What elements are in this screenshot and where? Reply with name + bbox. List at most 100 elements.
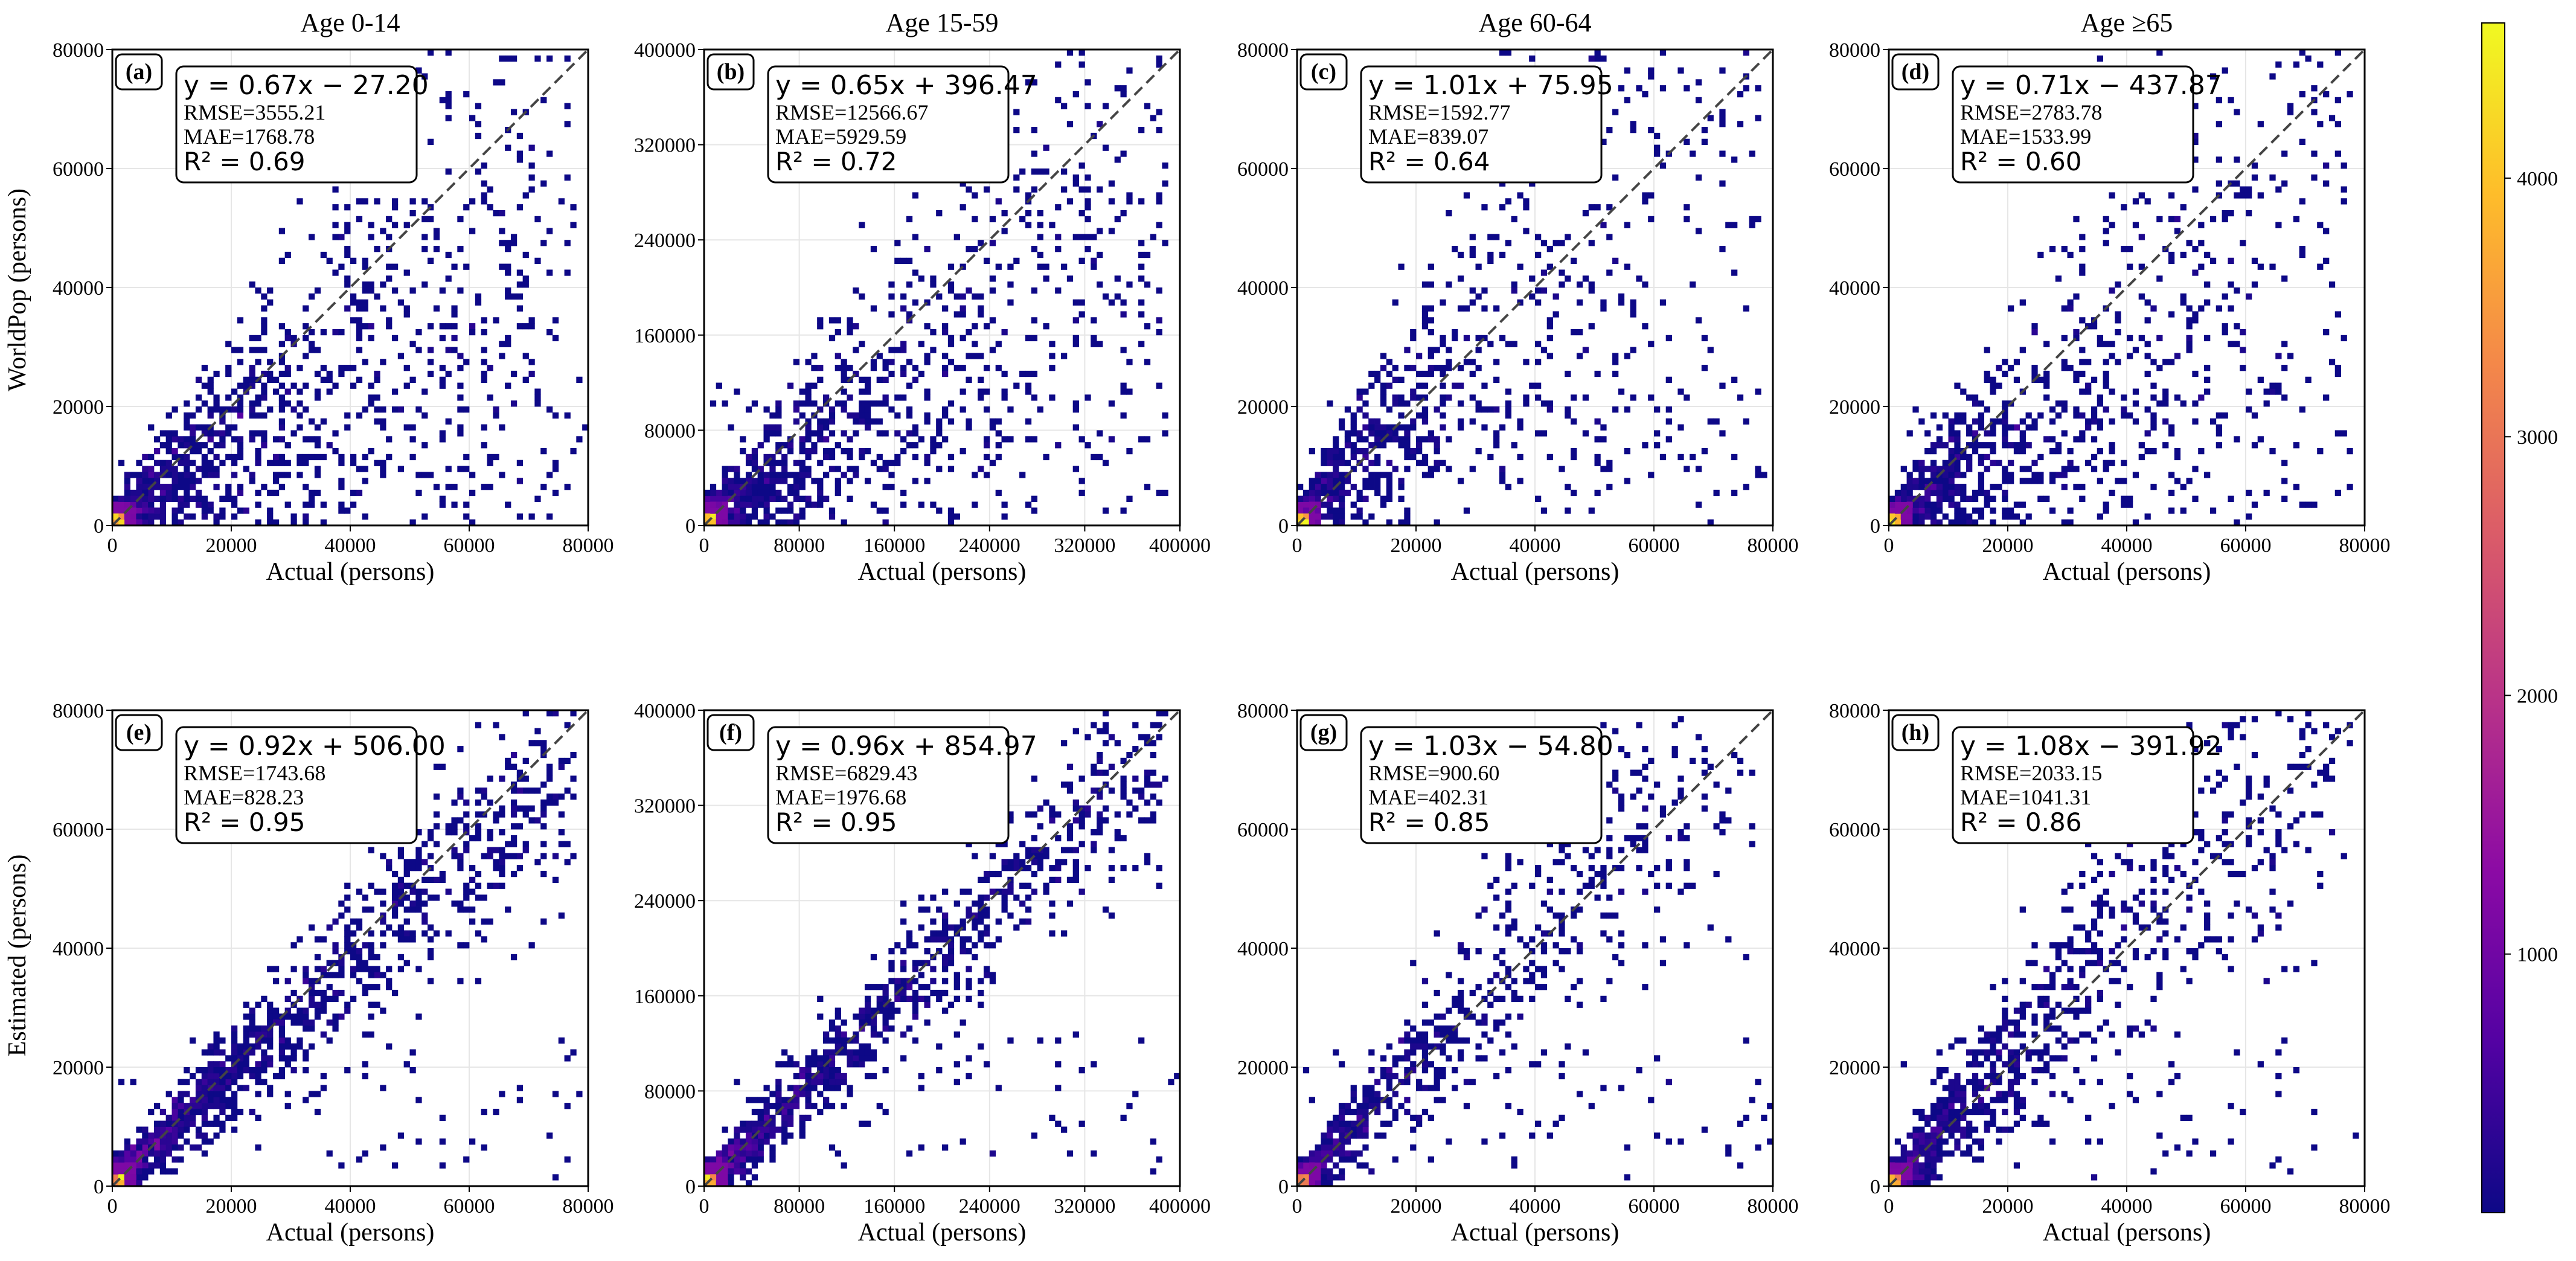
heatmap-cell — [853, 287, 859, 294]
heatmap-cell — [983, 257, 990, 264]
heatmap-cell — [1007, 281, 1014, 288]
heatmap-cell — [805, 495, 812, 502]
heatmap-cell — [178, 1114, 184, 1121]
heatmap-cell — [1162, 162, 1168, 169]
heatmap-cell — [457, 900, 464, 907]
heatmap-cell — [1966, 424, 1973, 431]
heatmap-cell — [195, 489, 202, 496]
heatmap-cell — [1368, 424, 1375, 431]
heatmap-cell — [1701, 757, 1708, 765]
heatmap-cell — [936, 424, 943, 431]
heatmap-cell — [817, 406, 824, 413]
heatmap-cell — [1936, 489, 1943, 496]
heatmap-cell — [995, 263, 1002, 270]
heatmap-cell — [409, 341, 416, 347]
heatmap-cell — [159, 484, 167, 490]
heatmap-cell — [1618, 293, 1625, 300]
heatmap-cell — [823, 454, 830, 461]
heatmap-cell — [540, 484, 547, 490]
heatmap-cell — [864, 388, 871, 395]
heatmap-cell — [522, 281, 529, 288]
heatmap-cell — [722, 1150, 728, 1157]
heatmap-cell — [769, 1114, 776, 1121]
heatmap-cell — [847, 365, 853, 371]
heatmap-cell — [391, 870, 399, 878]
heatmap-cell — [1398, 394, 1405, 401]
heatmap-cell — [745, 1138, 752, 1145]
heatmap-cell — [978, 353, 984, 359]
heatmap-cell — [2013, 424, 2020, 431]
heatmap-cell — [201, 442, 208, 449]
heatmap-cell — [1618, 746, 1625, 752]
heatmap-cell — [2168, 216, 2175, 223]
heatmap-cell — [451, 305, 458, 312]
heatmap-cell — [1725, 817, 1732, 824]
heatmap-cell — [1930, 507, 1937, 514]
heatmap-cell — [1108, 180, 1115, 187]
x-tick-label: 40000 — [325, 1195, 376, 1218]
heatmap-cell — [1648, 216, 1655, 223]
heatmap-cell — [1600, 870, 1607, 878]
heatmap-cell — [1013, 186, 1020, 193]
heatmap-cell — [828, 448, 836, 455]
heatmap-cell — [1642, 323, 1648, 330]
heatmap-cell — [552, 466, 559, 472]
heatmap-cell — [303, 519, 309, 526]
y-tick-label: 80000 — [644, 420, 696, 442]
heatmap-cell — [2103, 228, 2109, 234]
heatmap-cell — [1463, 948, 1470, 955]
heatmap-cell — [876, 507, 883, 514]
heatmap-cell — [368, 1013, 374, 1020]
heatmap-cell — [2269, 448, 2276, 455]
heatmap-cell — [207, 1043, 214, 1050]
heatmap-cell — [1031, 287, 1037, 294]
heatmap-cell — [2299, 91, 2305, 98]
heatmap-cell — [942, 936, 949, 943]
heatmap-cell — [1475, 448, 1482, 455]
heatmap-cell — [451, 263, 458, 270]
heatmap-cell — [2091, 412, 2098, 419]
heatmap-cell — [469, 888, 476, 895]
x-tick-label: 60000 — [1629, 534, 1680, 557]
heatmap-cell — [326, 442, 333, 449]
heatmap-cell — [918, 275, 924, 282]
heatmap-cell — [1150, 811, 1156, 818]
heatmap-cell — [1918, 513, 1925, 520]
heatmap-cell — [888, 311, 895, 318]
heatmap-cell — [2132, 519, 2139, 526]
heatmap-cell — [853, 370, 859, 377]
heatmap-cell — [942, 924, 949, 931]
heatmap-cell — [338, 263, 345, 270]
heatmap-cell — [1446, 1007, 1452, 1014]
heatmap-cell — [249, 1031, 255, 1038]
heatmap-cell — [510, 751, 517, 759]
heatmap-cell — [338, 972, 345, 978]
heatmap-cell — [332, 995, 339, 1003]
x-tick-label: 40000 — [2101, 534, 2153, 557]
heatmap-cell — [2269, 263, 2276, 270]
heatmap-cell — [2150, 448, 2157, 455]
heatmap-cell — [870, 501, 877, 508]
heatmap-cell — [356, 299, 363, 306]
heatmap-cell — [445, 888, 452, 895]
heatmap-cell — [1386, 406, 1392, 413]
heatmap-cell — [1102, 817, 1109, 824]
heatmap-cell — [243, 382, 249, 389]
heatmap-cell — [888, 960, 895, 966]
heatmap-cell — [2037, 376, 2044, 383]
heatmap-cell — [1690, 150, 1696, 157]
heatmap-cell — [391, 912, 399, 919]
heatmap-cell — [249, 370, 255, 377]
heatmap-cell — [499, 811, 505, 818]
heatmap-cell — [1930, 448, 1937, 455]
heatmap-cell — [1302, 495, 1310, 502]
heatmap-cell — [142, 454, 149, 461]
heatmap-cell — [1659, 162, 1667, 169]
heatmap-cell — [853, 347, 859, 353]
heatmap-cell — [195, 442, 202, 449]
heatmap-cell — [362, 1031, 368, 1038]
heatmap-cell — [2257, 436, 2264, 443]
heatmap-cell — [362, 359, 368, 365]
heatmap-cell — [505, 906, 511, 913]
heatmap-cell — [841, 359, 847, 365]
